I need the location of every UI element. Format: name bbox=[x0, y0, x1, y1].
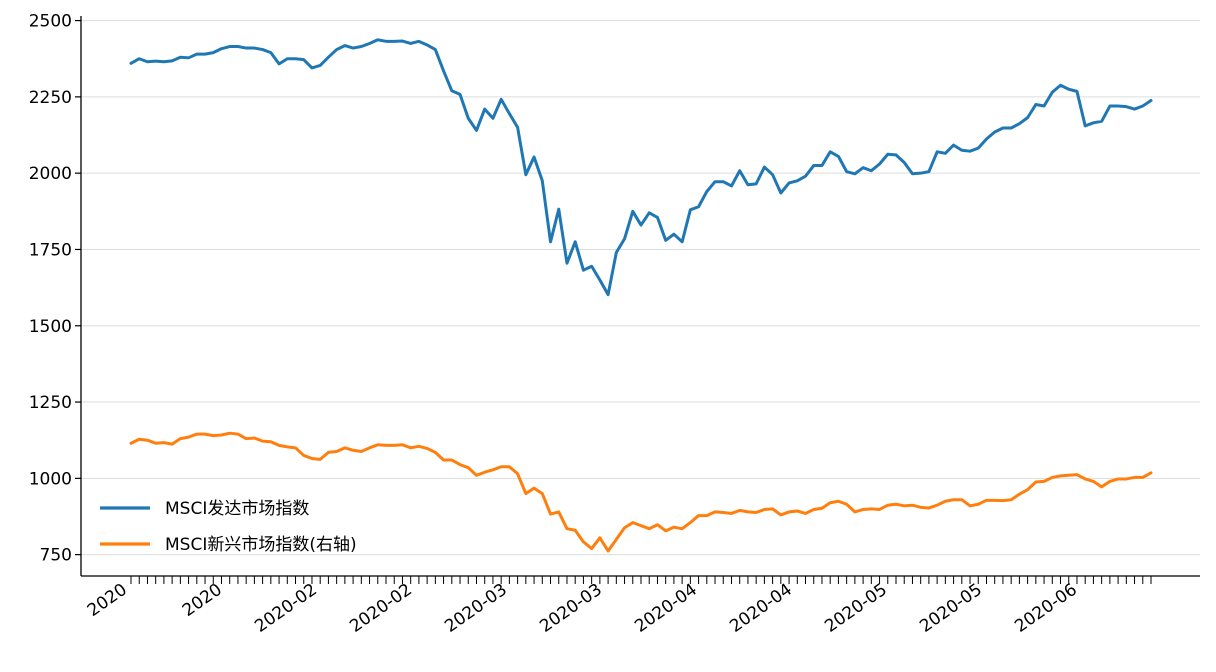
series-line-emerging bbox=[129, 431, 1153, 553]
y-tick-label-2250: 2250 bbox=[29, 88, 72, 108]
series-line-developed bbox=[129, 38, 1153, 297]
x-ticks: 2020 2020 2020-02 2020-02 2020-03 2020-03 2020… bbox=[84, 576, 1152, 637]
y-gridlines bbox=[81, 20, 1200, 556]
y-tick-label-1750: 1750 bbox=[29, 240, 72, 260]
x-tick-label-9: 2020-05 bbox=[916, 580, 986, 637]
y-tick-label-2000: 2000 bbox=[29, 164, 72, 184]
y-tick-label-1000: 1000 bbox=[29, 469, 72, 489]
y-tick-label-1500: 1500 bbox=[29, 317, 72, 337]
legend-label-developed: MSCI发达市场指数 bbox=[165, 499, 309, 519]
y-tick-label-2500: 2500 bbox=[29, 12, 72, 32]
y-tick-label-1250: 1250 bbox=[29, 393, 72, 413]
x-tick-label-4: 2020-03 bbox=[441, 580, 511, 637]
x-tick-label-5: 2020-03 bbox=[536, 580, 606, 637]
series-lines bbox=[129, 38, 1153, 553]
x-tick-label-2: 2020-02 bbox=[251, 580, 321, 637]
x-tick-label-7: 2020-04 bbox=[726, 580, 796, 637]
x-tick-label-10: 2020-06 bbox=[1011, 580, 1081, 637]
y-ticks: 750 1000 1250 1500 1750 2000 2250 2500 bbox=[29, 12, 81, 566]
x-tick-label-1: 2020 bbox=[179, 580, 226, 621]
y-tick-label-750: 750 bbox=[40, 546, 72, 566]
legend: MSCI发达市场指数 MSCI新兴市场指数(右轴) bbox=[100, 499, 357, 555]
x-tick-label-0: 2020 bbox=[84, 580, 131, 621]
axes bbox=[80, 16, 1200, 577]
x-tick-label-3: 2020-02 bbox=[346, 580, 416, 637]
x-tick-label-8: 2020-05 bbox=[821, 580, 891, 637]
x-tick-label-6: 2020-04 bbox=[631, 580, 701, 637]
legend-label-emerging: MSCI新兴市场指数(右轴) bbox=[165, 535, 357, 555]
